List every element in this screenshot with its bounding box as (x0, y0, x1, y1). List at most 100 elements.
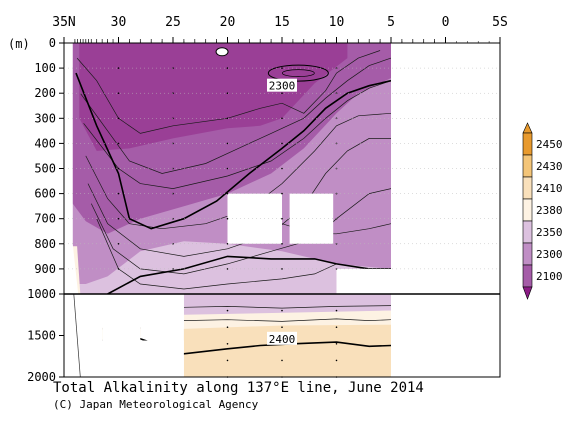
station-dot (335, 309, 338, 312)
fill-lower-2350 (183, 294, 391, 316)
x-tick-label: 25 (165, 15, 181, 30)
station-dot (281, 268, 283, 270)
station-dot (226, 92, 229, 94)
missing-block (391, 294, 500, 377)
station-dot (226, 217, 229, 220)
station-dot (281, 167, 283, 170)
contour-label: 2400 (269, 333, 296, 346)
station-dot (281, 326, 283, 329)
contour-2300 (75, 72, 392, 230)
y-tick-label: 500 (34, 162, 56, 176)
y-tick-label: 1500 (27, 329, 56, 343)
colorbar-segment (522, 198, 533, 222)
missing-block (74, 340, 184, 377)
colorbar-segment (522, 242, 533, 266)
station-dot (226, 192, 229, 195)
fill-lower-2410 (183, 324, 391, 377)
station-dot (281, 142, 283, 145)
missing-data-areas (64, 43, 500, 378)
y-unit-label: (m) (8, 37, 30, 51)
y-tick-label: 600 (34, 187, 56, 201)
station-dot (335, 359, 338, 362)
station-dot (226, 142, 229, 145)
x-tick-label: 35N (52, 15, 75, 30)
plot-frame (63, 42, 501, 378)
station-dot (226, 117, 229, 120)
x-tick-label: 30 (111, 15, 127, 30)
colorbar-cap-top (522, 122, 533, 134)
station-dot (281, 67, 283, 69)
station-dot (226, 268, 229, 270)
colorbar-segment (522, 264, 533, 288)
colorbar-label: 2430 (536, 160, 563, 173)
station-dot (335, 343, 338, 345)
x-tick-label: 0 (442, 15, 450, 30)
contour-lower (183, 305, 392, 309)
missing-block (74, 294, 184, 341)
y-tick-label: 100 (34, 61, 56, 75)
x-tick-label: 15 (274, 15, 290, 30)
contour-lobe-inner (282, 69, 315, 77)
contour-2350 (107, 255, 391, 295)
contour-line (80, 57, 392, 174)
missing-block (289, 193, 334, 244)
station-dot (226, 326, 229, 329)
colorbar-cap-bottom (522, 286, 533, 300)
contour-line (83, 80, 392, 189)
y-tick-label: 1000 (27, 287, 56, 301)
contour-line (96, 218, 337, 290)
y-tick-label: 2000 (27, 370, 56, 384)
station-dot (117, 92, 120, 94)
colorbar-segment (522, 132, 533, 156)
contour-lower (183, 318, 392, 322)
y-tick-label: 700 (34, 212, 56, 226)
station-dot (226, 67, 229, 69)
contour-label-bg (267, 78, 297, 92)
station-dot (281, 243, 283, 245)
y-tick-label: 800 (34, 237, 56, 251)
y-tick-label: 400 (34, 136, 56, 150)
colorbar-label: 2100 (536, 270, 563, 283)
colorbar-segment (522, 176, 533, 200)
contour-lobe (267, 64, 329, 82)
station-dot (281, 117, 283, 120)
station-dot (226, 359, 229, 362)
station-dot (226, 309, 229, 312)
y-tick-label: 200 (34, 86, 56, 100)
station-dot (117, 67, 120, 69)
missing-block (391, 43, 500, 294)
colorbar: 2450 2430 2410 2380 2350 2300 2100 (522, 122, 563, 300)
contour-label-bg (267, 331, 297, 345)
x-tick-label: 5 (387, 15, 395, 30)
fill-core (79, 43, 348, 151)
y-tick-label: 300 (34, 111, 56, 125)
y-axis: (m) 0 100 200 300 400 500 600 700 800 900 1000 1500 2… (8, 36, 64, 384)
x-tick-label: 20 (220, 15, 236, 30)
colorbar-label: 2350 (536, 226, 563, 239)
coast-line (73, 293, 81, 378)
station-dot (117, 268, 120, 270)
station-dot (117, 243, 120, 245)
station-dot (226, 243, 229, 245)
colorbar-label: 2410 (536, 182, 563, 195)
colorbar-segment (522, 154, 533, 178)
colorbar-label: 2380 (536, 204, 563, 217)
station-dot (281, 359, 283, 362)
contour-label: 2300 (269, 80, 296, 93)
missing-block (227, 193, 282, 244)
y-tick-label: 0 (49, 36, 56, 50)
station-dot (117, 117, 120, 120)
credit-text: (C) Japan Meteorological Agency (53, 398, 259, 411)
contour-small-cell (215, 47, 229, 57)
station-dot (281, 192, 283, 195)
y-tick-label: 900 (34, 262, 56, 276)
colorbar-label: 2450 (536, 138, 563, 151)
station-dot (226, 167, 229, 170)
station-dot (117, 192, 120, 195)
contour-labels: 2300 2400 (267, 78, 297, 346)
station-dot (117, 217, 120, 220)
x-axis: 35N 30 25 20 15 10 5 0 5S (52, 15, 508, 43)
chart-title: Total Alkalinity along 137°E line, June … (53, 380, 424, 396)
station-dot (226, 343, 229, 345)
